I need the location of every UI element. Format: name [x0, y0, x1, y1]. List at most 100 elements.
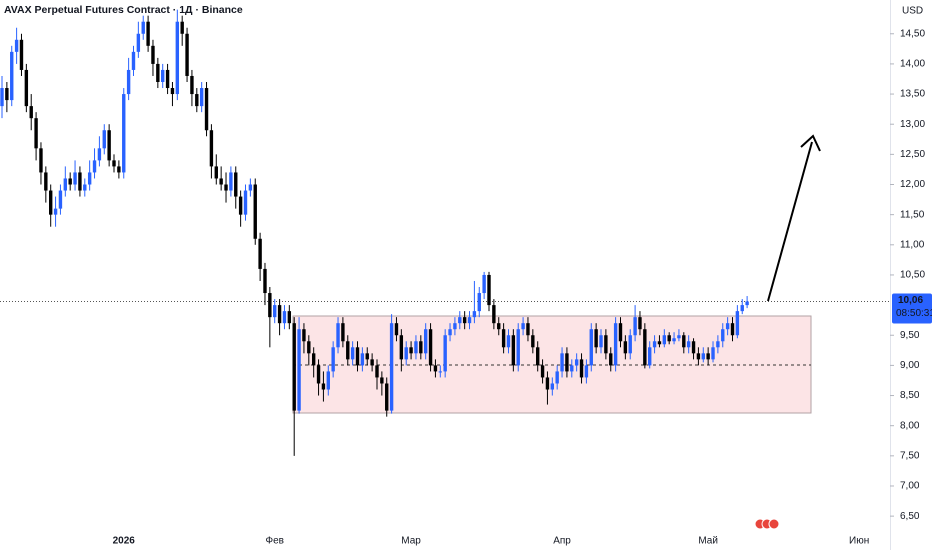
candle-body [117, 166, 121, 173]
x-tick-label: Июн [849, 536, 869, 547]
candle-body [341, 323, 345, 342]
candle-body [628, 335, 632, 354]
y-tick-label: 8,00 [900, 420, 920, 431]
candle-body [506, 335, 511, 348]
y-tick-label: 13,00 [900, 119, 925, 130]
y-tick-label: 7,00 [900, 481, 920, 492]
candle-body [701, 353, 705, 360]
candle-body [350, 347, 355, 360]
candle-body [19, 39, 24, 70]
candle-body [696, 353, 701, 360]
candle-body [263, 268, 267, 294]
y-tick-label: 8,50 [900, 390, 920, 401]
candle-body [268, 293, 272, 318]
candle-body [404, 347, 408, 360]
candle-body [14, 39, 19, 52]
candle-body [482, 274, 486, 294]
candle-body [87, 172, 92, 185]
candle-body [126, 69, 131, 95]
candle-body [248, 184, 253, 191]
candle-body [652, 341, 657, 348]
candle-body [648, 347, 652, 366]
candle-body [570, 365, 574, 372]
y-tick-label: 9,00 [900, 360, 920, 371]
candle-body [170, 88, 175, 95]
candle-body [443, 335, 447, 372]
candle-body [136, 33, 141, 52]
x-tick-label: Фев [265, 536, 283, 547]
candle-body [97, 148, 102, 161]
candle-body [492, 305, 496, 324]
candles [0, 9, 749, 456]
chart-title: AVAX Perpetual Futures Contract · 1Д · B… [4, 4, 243, 16]
candle-body [584, 365, 589, 378]
candle-body [0, 88, 4, 107]
y-tick-label: 12,50 [900, 149, 925, 160]
candle-body [686, 341, 691, 348]
candle-body [122, 94, 126, 173]
candle-body [39, 148, 43, 173]
candle-body [609, 353, 613, 366]
candle-body [448, 329, 452, 336]
candle-body [253, 184, 257, 239]
candle-body [92, 160, 97, 173]
candle-body [199, 88, 204, 107]
candle-body [44, 172, 48, 191]
candle-body [292, 323, 296, 411]
candle-body [536, 347, 540, 366]
candle-body [672, 338, 676, 342]
candle-body [487, 274, 491, 306]
candle-body [623, 341, 628, 354]
countdown-label: 08:50:31 [896, 308, 932, 319]
candle-body [385, 383, 389, 411]
candle-body [438, 371, 442, 373]
candle-body [297, 329, 301, 411]
candle-body [29, 106, 33, 119]
candle-body [667, 335, 671, 342]
candle-body [579, 359, 584, 378]
currency-label: USD [902, 6, 923, 17]
candle-body [151, 45, 155, 64]
candle-body [428, 329, 433, 366]
candle-body [219, 178, 223, 185]
y-tick-label: 14,50 [900, 28, 925, 39]
candle-body [599, 335, 603, 348]
candle-body [682, 335, 686, 348]
drawings-back [0, 300, 890, 414]
candle-body [336, 323, 340, 348]
candle-body [375, 365, 379, 378]
candle-body [550, 383, 555, 390]
y-tick-label: 6,50 [900, 511, 920, 522]
candle-body [165, 69, 170, 89]
candle-body [711, 347, 715, 360]
candle-body [604, 335, 608, 354]
candle-body [618, 323, 623, 342]
candle-body [745, 301, 749, 306]
candle-body [521, 323, 525, 330]
candle-body [589, 329, 593, 366]
candle-body [477, 293, 481, 312]
candle-body [574, 359, 579, 366]
x-tick-label: Апр [553, 536, 571, 547]
candle-body [34, 118, 38, 149]
arrow-shaft [767, 141, 813, 302]
y-tick-label: 11,50 [900, 209, 925, 220]
y-tick-label: 12,00 [900, 179, 925, 190]
candle-body [531, 335, 535, 348]
candle-body [472, 311, 477, 318]
y-tick-label: 7,50 [900, 450, 920, 461]
y-tick-label: 10,50 [900, 270, 925, 281]
last-price-label: 10,06 [898, 295, 923, 306]
candle-body [214, 166, 218, 179]
candle-body [224, 184, 228, 191]
candle-body [355, 347, 360, 366]
candle-body [287, 311, 292, 324]
candle-body [49, 190, 53, 215]
candle-body [555, 371, 559, 384]
candle-body [433, 365, 438, 372]
candle-body [282, 311, 287, 324]
candle-body [10, 51, 14, 101]
events-icon [754, 518, 780, 530]
candle-body [307, 341, 311, 354]
